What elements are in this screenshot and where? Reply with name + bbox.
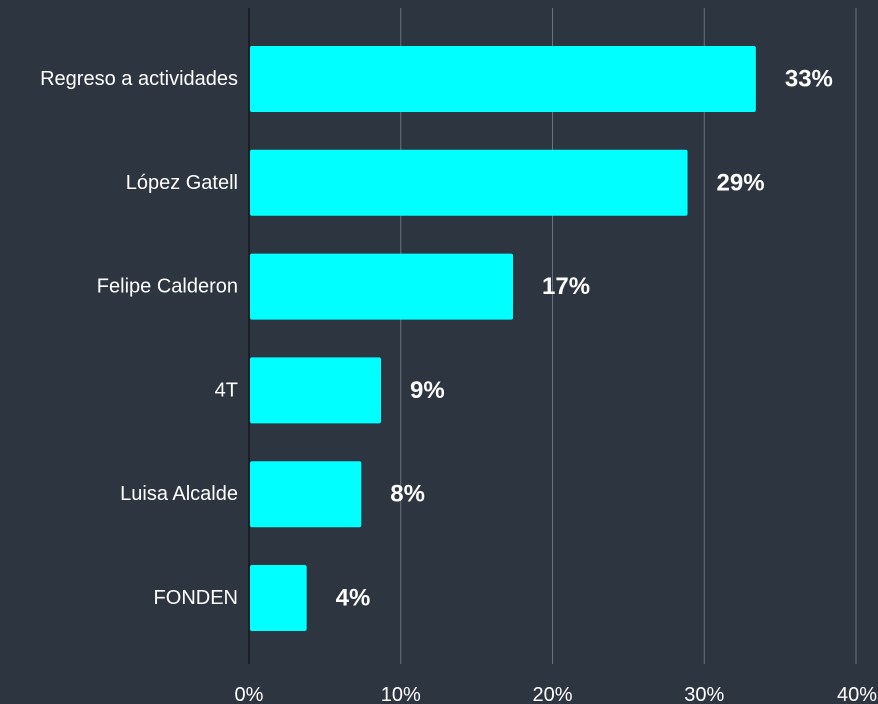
x-tick-label: 0%: [235, 684, 264, 704]
category-label: Luisa Alcalde: [120, 483, 238, 505]
bar: [250, 46, 756, 112]
category-labels: Regreso a actividades López Gatell Felipe …: [40, 68, 238, 609]
bars: [250, 46, 756, 631]
value-labels: 33% 29% 17% 9% 8% 4%: [336, 66, 833, 612]
x-tick-label: 40%: [837, 684, 877, 704]
gridlines: [248, 8, 857, 664]
x-tick-label: 20%: [532, 684, 572, 704]
x-tick-label: 10%: [381, 684, 421, 704]
category-label: López Gatell: [126, 172, 238, 194]
x-axis-tick-labels: 0% 10% 20% 30% 40%: [235, 684, 878, 704]
bar: [250, 149, 688, 216]
value-label: 17%: [542, 273, 590, 300]
bar: [250, 357, 382, 424]
value-label: 8%: [390, 481, 425, 508]
bar: [250, 253, 514, 320]
x-tick-label: 30%: [684, 684, 724, 704]
category-label: Felipe Calderon: [97, 276, 238, 298]
value-label: 33%: [785, 66, 833, 93]
value-label: 29%: [717, 169, 765, 196]
category-label: FONDEN: [154, 587, 238, 609]
value-label: 4%: [336, 585, 371, 612]
bar: [250, 565, 307, 631]
category-label: Regreso a actividades: [40, 68, 238, 90]
category-label: 4T: [215, 379, 238, 401]
bar: [250, 461, 362, 528]
value-label: 9%: [410, 377, 445, 404]
